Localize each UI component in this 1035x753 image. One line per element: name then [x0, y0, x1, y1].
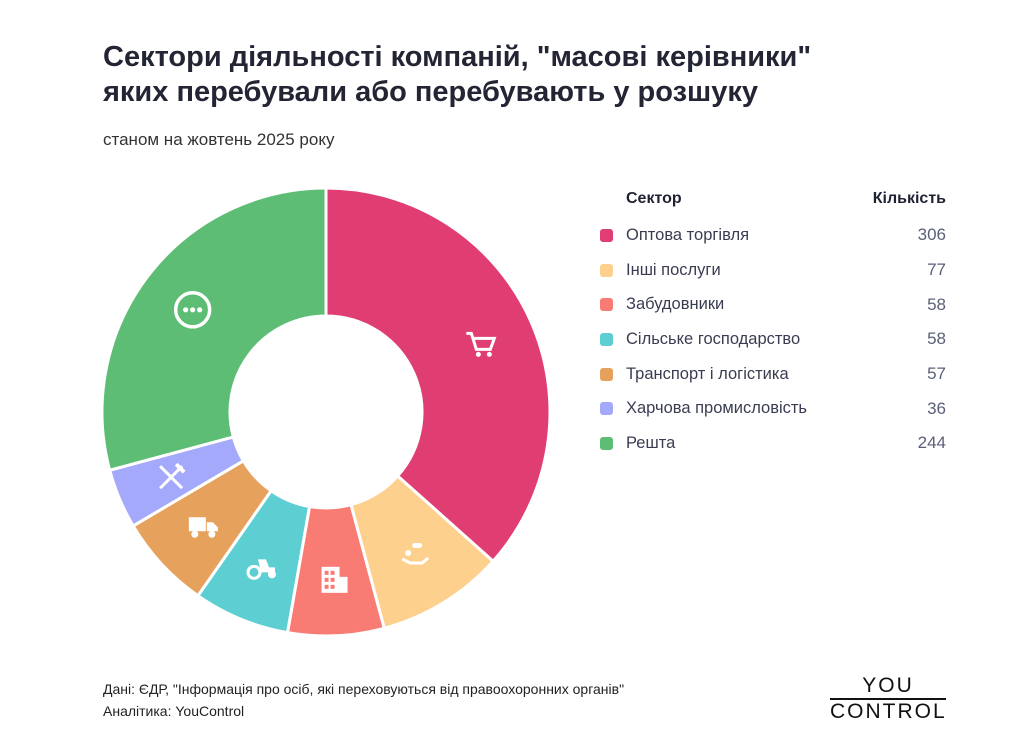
legend-header-count: Кількість: [872, 190, 946, 207]
legend-value: 58: [927, 329, 946, 349]
legend-item: Інші послуги 77: [600, 253, 946, 288]
legend-swatch: [600, 367, 613, 381]
legend-swatch: [600, 402, 613, 416]
legend-swatch: [600, 436, 613, 450]
footer: Дані: ЄДР, "Інформація про осіб, які пер…: [103, 678, 624, 722]
youcontrol-logo: YOU CONTROL: [830, 674, 946, 724]
legend-value: 58: [927, 294, 946, 314]
tractor-icon: [246, 559, 277, 580]
legend-value: 57: [927, 364, 946, 384]
legend-value: 306: [917, 225, 946, 245]
legend-label: Інші послуги: [626, 260, 721, 279]
chart-title: Сектори діяльності компаній, "масові кер…: [103, 40, 811, 110]
logo-line-1: YOU: [830, 674, 946, 700]
more-dots-icon: [173, 291, 212, 329]
legend-item: Транспорт і логістика 57: [600, 357, 946, 392]
truck-icon: [188, 517, 218, 538]
fork-knife-icon: [159, 462, 186, 490]
logo-line-2: CONTROL: [830, 700, 947, 723]
legend-item: Оптова торгівля 306: [600, 218, 946, 253]
footer-source: Дані: ЄДР, "Інформація про осіб, які пер…: [103, 681, 625, 697]
legend-label: Оптова торгівля: [626, 225, 750, 244]
legend-value: 244: [917, 433, 946, 453]
legend-value: 36: [927, 398, 946, 418]
legend-swatch: [600, 263, 613, 277]
legend-label: Забудовники: [626, 295, 725, 314]
service-hand-icon: [401, 543, 430, 565]
legend-label: Транспорт і логістика: [626, 364, 789, 383]
legend-header: Сектор Кількість: [600, 190, 946, 208]
legend-swatch: [600, 332, 613, 346]
legend-swatch: [600, 228, 613, 242]
legend-label: Сільське господарство: [626, 329, 801, 348]
legend-swatch: [600, 298, 613, 312]
shopping-cart-icon: [466, 331, 497, 357]
legend-item: Сільське господарство 58: [600, 322, 946, 357]
title-line-1: Сектори діяльності компаній, "масові кер…: [103, 41, 812, 73]
legend-item: Харчова промисловість 36: [600, 391, 946, 426]
legend-item: Решта 244: [600, 426, 946, 461]
legend-label: Решта: [626, 433, 676, 452]
donut-slice: [100, 186, 328, 473]
footer-analytics: Аналітика: YouControl: [103, 703, 245, 719]
legend: Сектор Кількість Оптова торгівля 306 Інші …: [600, 190, 946, 461]
legend-label: Харчова промисловість: [626, 399, 808, 418]
legend-item: Забудовники 58: [600, 287, 946, 322]
legend-header-sector: Сектор: [626, 190, 682, 207]
donut-slice: [324, 186, 552, 564]
chart-subtitle: станом на жовтень 2025 року: [103, 130, 335, 149]
title-line-2: яких перебували або перебувають у розшук…: [103, 76, 758, 108]
legend-value: 77: [927, 260, 946, 280]
building-icon: [321, 566, 348, 593]
